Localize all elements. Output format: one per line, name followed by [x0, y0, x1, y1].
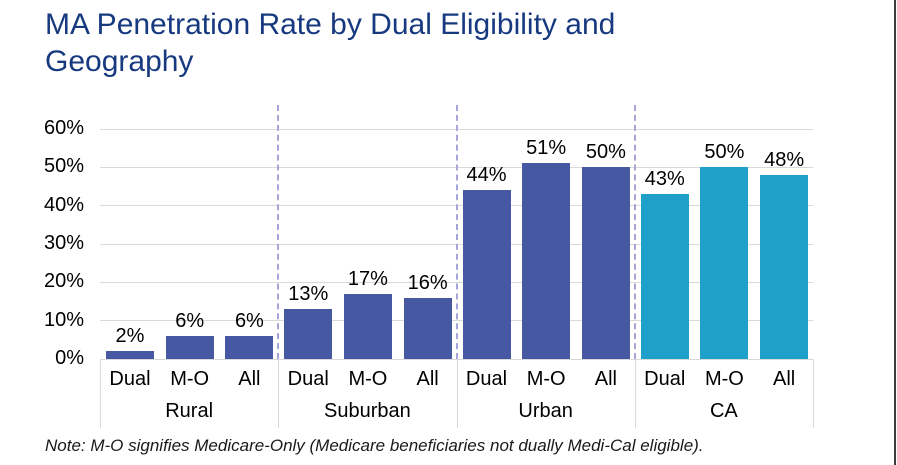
bar-value-label: 16%	[407, 272, 448, 294]
y-tick-label: 0%	[55, 347, 84, 369]
bar	[225, 336, 274, 359]
bar-value-label: 43%	[644, 168, 685, 190]
bar-value-label: 48%	[764, 149, 805, 171]
y-tick-label: 50%	[43, 155, 84, 178]
chart-title-line2: Geography	[45, 45, 194, 78]
category-label: All	[773, 368, 796, 390]
axis-boundary-line	[456, 359, 458, 428]
group-separator-line	[633, 105, 636, 359]
bar-value-label: 50%	[704, 141, 745, 163]
bar-value-label: 17%	[347, 268, 388, 290]
category-label: Dual	[644, 368, 686, 390]
group-label: Urban	[518, 400, 573, 422]
axis-boundary-line	[100, 359, 101, 428]
bar	[284, 309, 333, 359]
bar-value-label: 13%	[288, 283, 329, 305]
bar	[581, 167, 630, 359]
y-tick-label: 60%	[43, 117, 84, 139]
page-right-border	[894, 0, 896, 465]
group-separator-line	[277, 105, 280, 359]
chart-title: MA Penetration Rate by Dual Eligibility …	[45, 6, 615, 80]
category-label: M-O	[704, 368, 744, 390]
y-tick-label: 20%	[43, 270, 84, 293]
group-label: Rural	[165, 400, 214, 422]
bar	[106, 351, 154, 359]
group-label: CA	[709, 400, 738, 422]
category-label: M-O	[526, 368, 566, 390]
bar-value-label: 44%	[466, 164, 507, 186]
bar	[165, 336, 214, 359]
bar-value-label: 6%	[175, 310, 205, 332]
category-label: All	[238, 368, 261, 390]
axis-boundary-line	[813, 359, 814, 428]
bar-value-label: 6%	[234, 310, 264, 332]
bar	[343, 294, 392, 359]
bar	[700, 167, 749, 359]
y-tick-label: 30%	[43, 232, 84, 254]
bar-value-label: 51%	[526, 137, 567, 159]
bar-value-label: 50%	[585, 141, 626, 163]
group-label: Suburban	[324, 400, 411, 422]
axis-boundary-line	[278, 359, 280, 428]
y-tick-label: 10%	[43, 308, 84, 331]
bar	[462, 190, 511, 359]
category-label: M-O	[348, 368, 388, 390]
group-separator-line	[455, 105, 458, 359]
bar	[640, 194, 689, 359]
category-label: All	[594, 368, 617, 390]
category-label: M-O	[170, 368, 210, 390]
category-label: Dual	[465, 368, 508, 390]
bar	[403, 298, 452, 359]
bar	[760, 175, 809, 359]
bar	[522, 163, 571, 359]
footnote: Note: M-O signifies Medicare-Only (Medic…	[45, 436, 704, 455]
axis-boundary-line	[634, 359, 636, 428]
y-tick-label: 40%	[43, 193, 84, 216]
category-label: All	[416, 368, 439, 390]
chart-title-line1: MA Penetration Rate by Dual Eligibility …	[45, 8, 616, 41]
category-label: Dual	[287, 368, 329, 390]
bar-value-label: 2%	[115, 325, 145, 347]
category-label: Dual	[109, 368, 151, 390]
